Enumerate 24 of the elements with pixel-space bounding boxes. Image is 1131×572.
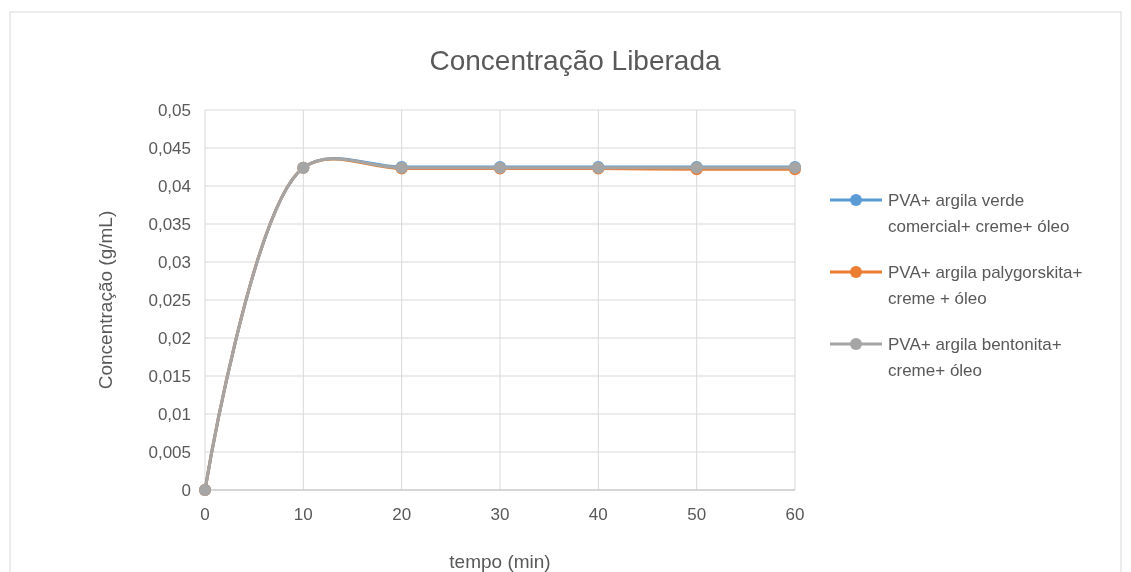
x-tick-label: 50 [687, 505, 707, 524]
x-tick-label: 0 [200, 505, 210, 524]
y-tick-label: 0,005 [148, 442, 191, 462]
y-tick-label: 0,015 [148, 366, 191, 386]
y-tick-label: 0,01 [157, 404, 191, 424]
y-tick-label: 0,05 [157, 100, 191, 120]
y-axis-title: Concentração (g/mL) [95, 210, 116, 390]
x-tick-label: 20 [392, 505, 412, 524]
y-tick-label: 0,02 [157, 328, 191, 348]
y-tick-label: 0,04 [157, 176, 191, 196]
chart-title: Concentração Liberada [429, 45, 721, 76]
legend-label: PVA+ argila verde comercial+ creme+ óleo [888, 190, 1070, 236]
legend-label: PVA+ argila palygorskita+ creme + óleo [888, 262, 1083, 308]
y-tick-label: 0,035 [148, 214, 191, 234]
y-tick-label: 0,045 [148, 138, 191, 158]
y-tick-label: 0,03 [157, 252, 191, 272]
x-axis-title: tempo (min) [449, 551, 551, 572]
legend-label: PVA+ argila bentonita+ creme+ óleo [888, 334, 1062, 380]
y-tick-label: 0 [181, 480, 191, 500]
x-tick-label: 30 [490, 505, 510, 524]
x-tick-label: 40 [588, 505, 608, 524]
y-tick-label: 0,025 [148, 290, 191, 310]
x-tick-label: 10 [293, 505, 313, 524]
x-tick-label: 60 [785, 505, 805, 524]
